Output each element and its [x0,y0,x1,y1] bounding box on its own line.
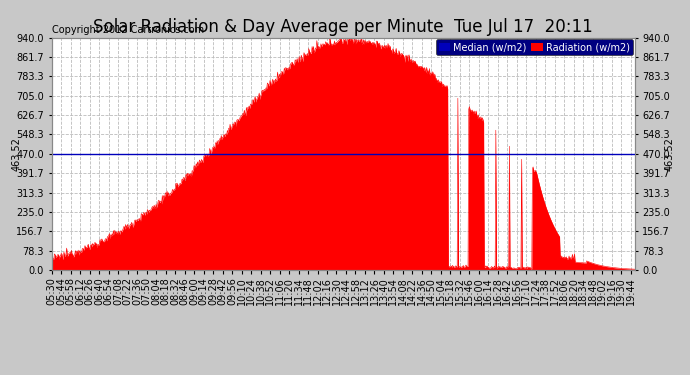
Text: 463.52: 463.52 [664,137,675,171]
Text: Copyright 2012 Cartronics.com: Copyright 2012 Cartronics.com [52,25,204,35]
Text: 463.52: 463.52 [12,137,22,171]
Title: Solar Radiation & Day Average per Minute  Tue Jul 17  20:11: Solar Radiation & Day Average per Minute… [93,18,593,36]
Legend: Median (w/m2), Radiation (w/m2): Median (w/m2), Radiation (w/m2) [435,39,633,55]
